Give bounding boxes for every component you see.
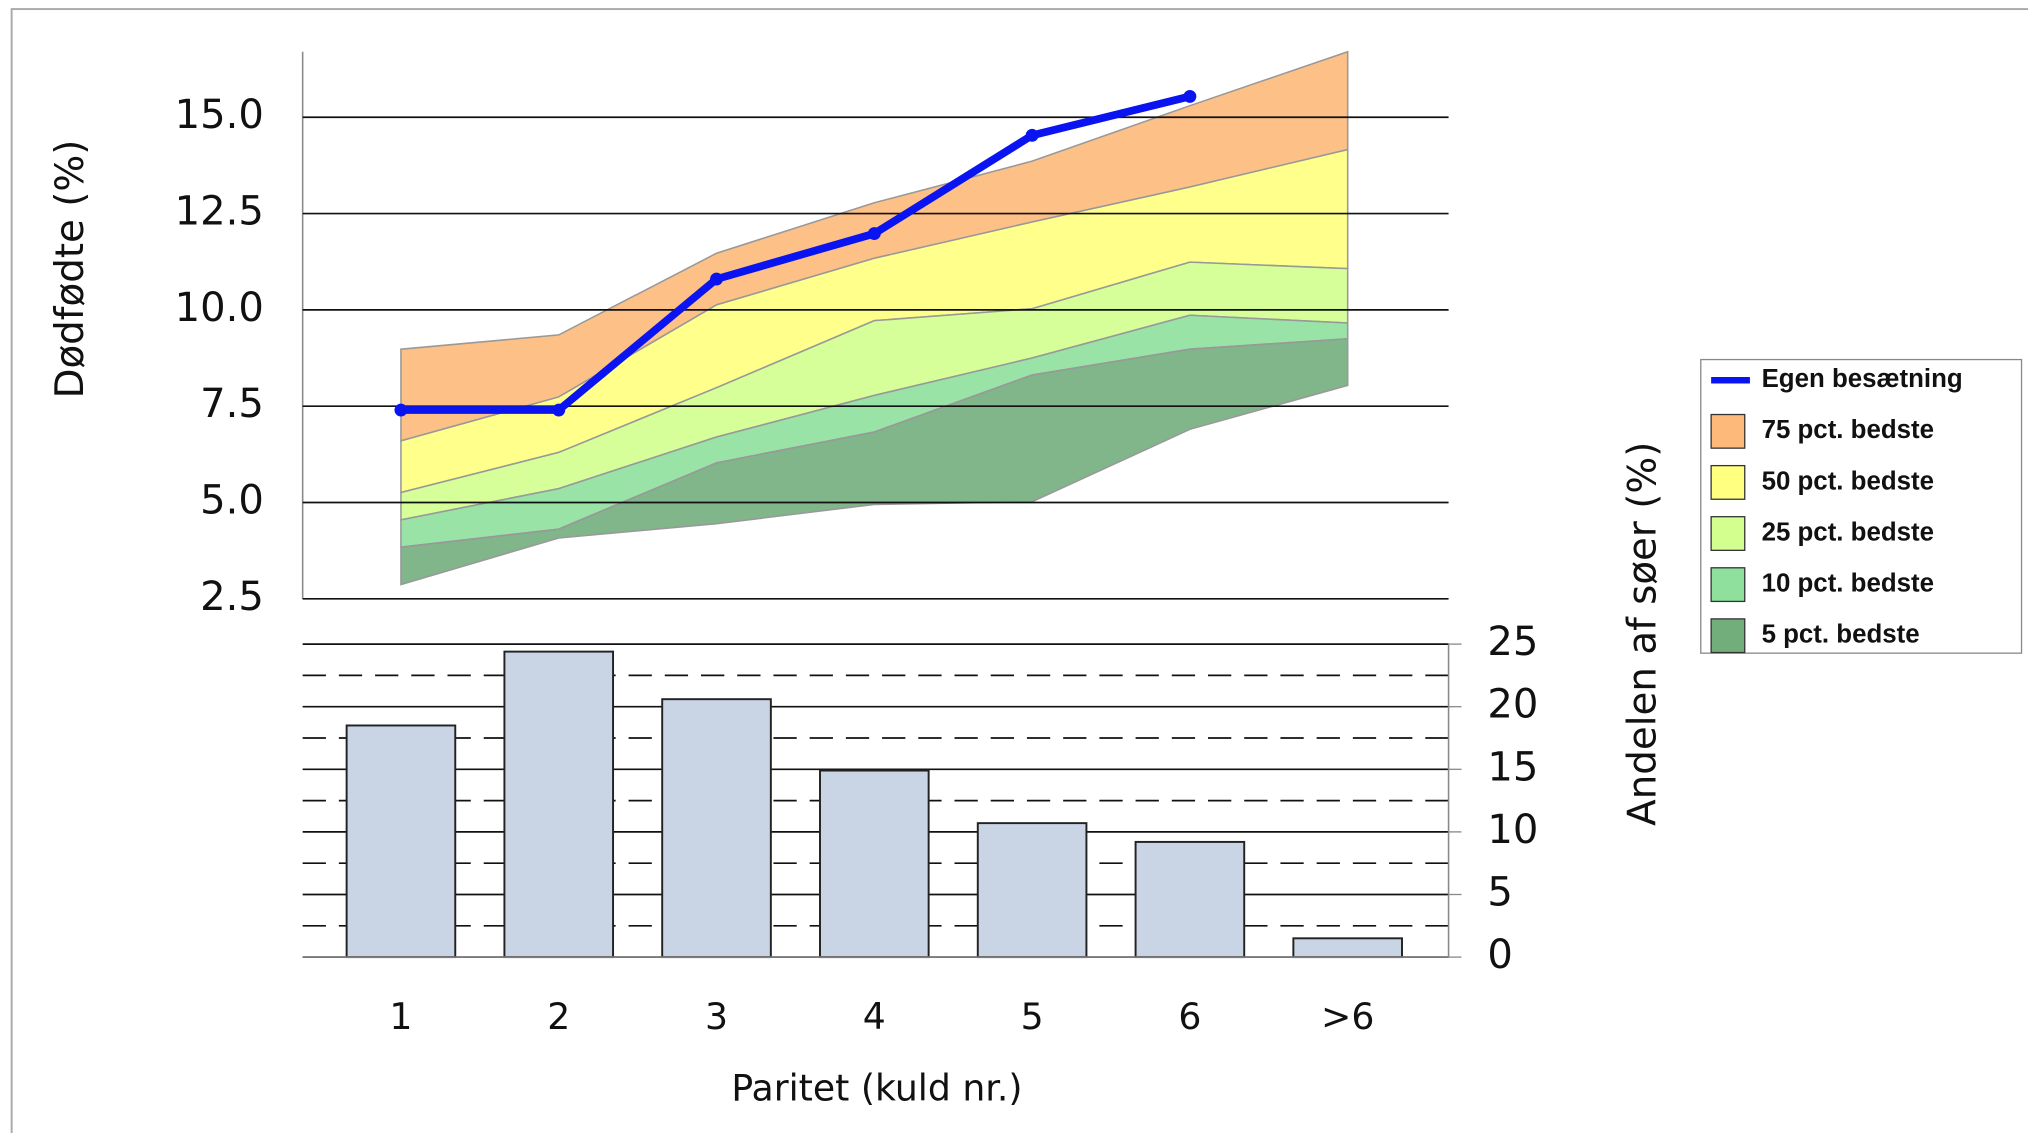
y-tick-label: 12.5	[175, 189, 264, 235]
point	[394, 403, 408, 417]
legend-swatch	[1710, 464, 1746, 500]
point	[552, 403, 566, 417]
x-tick-label: 5	[1021, 995, 1044, 1038]
y-tick-label: 20	[1487, 682, 1538, 728]
legend-swatch	[1710, 413, 1746, 449]
y-axis-label: Dødfødte (%)	[48, 140, 93, 399]
bar	[661, 698, 772, 959]
bar	[819, 769, 930, 959]
y-tick-label: 5.0	[200, 478, 264, 524]
point	[1183, 89, 1197, 103]
line	[400, 92, 1191, 414]
y-axis-label: Andelen af søer (%)	[1621, 442, 1666, 826]
y-tick-label: 5	[1487, 869, 1513, 915]
legend-box	[1700, 358, 2023, 654]
point	[1025, 128, 1039, 142]
x-tick-label: 2	[547, 995, 570, 1038]
y-tick-label: 15	[1487, 744, 1538, 790]
x-tick-label: 3	[705, 995, 728, 1038]
bar	[1134, 840, 1246, 959]
point	[867, 227, 881, 241]
y-tick-label: 7.5	[200, 381, 264, 427]
point	[710, 272, 723, 286]
legend-label: Egen besætning	[1762, 365, 1963, 393]
x-tick-label: 1	[389, 995, 412, 1038]
legend-label: 50 pct. bedste	[1762, 467, 1934, 495]
bar	[503, 650, 615, 959]
x-axis-label: Paritet (kuld nr.)	[731, 1066, 1022, 1109]
x-tick-label: 6	[1178, 995, 1201, 1038]
legend-swatch	[1710, 618, 1746, 654]
y-tick-label: 25	[1487, 619, 1538, 665]
legend-label: 25 pct. bedste	[1762, 518, 1934, 546]
legend-label: 5 pct. bedste	[1762, 621, 1920, 649]
frame	[10, 8, 2028, 1133]
y-tick-label: 15.0	[175, 92, 264, 138]
legend-label: 10 pct. bedste	[1762, 569, 1934, 597]
bar	[976, 822, 1088, 959]
y-tick-label: 10	[1487, 807, 1538, 853]
y-tick-label: 2.5	[200, 574, 264, 620]
x-tick-label: 4	[863, 995, 886, 1038]
bar	[1292, 937, 1403, 959]
x-tick-label: >6	[1321, 995, 1374, 1038]
legend-swatch	[1710, 516, 1746, 551]
bar	[345, 724, 457, 959]
band	[400, 337, 1349, 586]
y-tick-label: 0	[1487, 932, 1513, 978]
y-tick-label: 10.0	[175, 285, 264, 331]
legend-swatch	[1710, 567, 1746, 603]
legend-label: 75 pct. bedste	[1762, 416, 1934, 444]
